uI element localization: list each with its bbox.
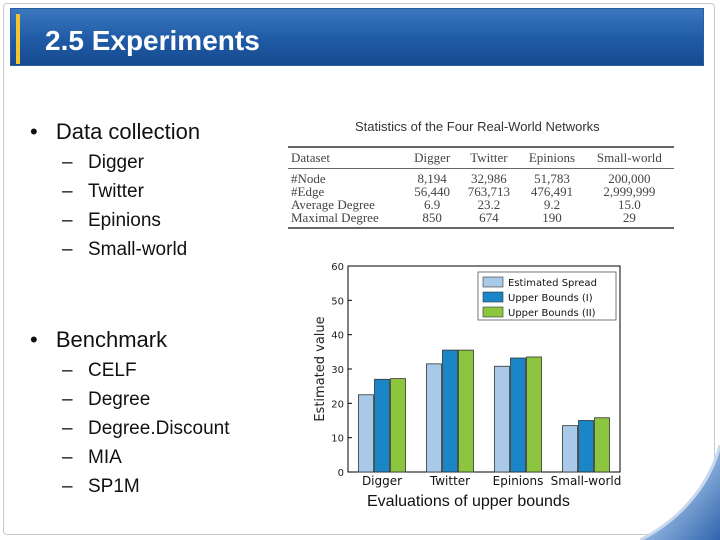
list-item: – CELF: [62, 360, 137, 381]
list-item: – Degree.Discount: [62, 418, 230, 439]
table-header: Epinions: [528, 150, 576, 165]
bullet-label: Data collection: [55, 119, 201, 144]
list-item: – Digger: [62, 152, 144, 173]
chart-caption: Evaluations of upper bounds: [367, 493, 570, 510]
bar: [458, 349, 474, 473]
bar: [390, 378, 406, 473]
bullet-label: Benchmark: [55, 327, 168, 352]
table-cell: 850: [422, 210, 442, 225]
table-cell: 9.2: [543, 197, 561, 212]
bar: [510, 357, 526, 473]
list-item: – Small-world: [62, 239, 188, 260]
table-cell: 29: [622, 210, 636, 225]
bar: [562, 425, 578, 473]
list-item: – MIA: [62, 447, 122, 468]
upper-bounds-chart: 0 10 20 30 40 50 60 Estimated value Digger Twitte…: [313, 262, 622, 488]
y-tick-label: 10: [331, 434, 344, 445]
table-title: Statistics of the Four Real-World Networ…: [355, 119, 600, 134]
list-item: – Twitter: [62, 181, 144, 202]
y-tick-label: 0: [338, 468, 344, 479]
bullet-glyph: •: [30, 327, 38, 352]
title-bar: [10, 8, 704, 66]
table-header: Small-world: [596, 150, 662, 165]
table-cell: 8,194: [417, 171, 447, 186]
table-row: Maximal Degree 850 674 190 29: [288, 211, 674, 228]
table-cell: #Node: [291, 171, 326, 186]
legend-swatch: [482, 276, 504, 288]
y-tick-label: 40: [331, 331, 344, 342]
y-tick-label: 30: [331, 365, 344, 376]
legend-swatch: [482, 291, 504, 303]
table-row: #Edge 56,440 763,713 476,491 2,999,999: [288, 185, 674, 198]
y-tick-label: 60: [331, 262, 344, 273]
table-cell: 190: [542, 210, 562, 225]
x-tick-label: Twitter: [429, 474, 470, 488]
bar: [526, 356, 542, 473]
bar: [494, 365, 510, 473]
y-tick-label: 20: [331, 399, 344, 410]
list-item: – Epinions: [62, 210, 161, 231]
y-axis-label: Estimated value: [313, 316, 328, 421]
legend-label: Estimated Spread: [508, 278, 597, 289]
table-header: Dataset: [291, 150, 330, 165]
list-item: – SP1M: [62, 476, 140, 497]
bar: [594, 417, 610, 473]
table-cell: 51,783: [534, 171, 570, 186]
table-cell: Maximal Degree: [291, 210, 379, 225]
table-cell: 56,440: [414, 184, 451, 199]
table-cell: 32,986: [471, 171, 507, 186]
slide-title: 2.5 Experiments: [45, 25, 260, 56]
x-tick-label: Small-world: [551, 474, 622, 488]
table-row: #Node 8,194 32,986 51,783 200,000: [288, 169, 674, 186]
bullet-glyph: •: [30, 119, 38, 144]
table-cell: 23.2: [477, 197, 501, 212]
table-row: Average Degree 6.9 23.2 9.2 15.0: [288, 198, 674, 211]
page-curl-decoration: [640, 445, 720, 540]
table-cell: 6.9: [424, 197, 441, 212]
statistics-table: Dataset Digger Twitter Epinions Small-wo…: [288, 146, 674, 229]
table-cell: 674: [479, 210, 499, 225]
legend-label: Upper Bounds (I): [508, 293, 593, 304]
table-cell: 200,000: [608, 171, 651, 186]
bar: [426, 363, 442, 473]
bar: [374, 378, 390, 473]
table-cell: 15.0: [618, 197, 641, 212]
bullet-data-collection: • Data collection: [30, 119, 200, 145]
bar: [442, 349, 458, 473]
bar: [578, 420, 594, 473]
table-header: Digger: [414, 150, 451, 165]
table-cell: 2,999,999: [603, 184, 656, 199]
list-item: – Degree: [62, 389, 151, 410]
table-cell: 476,491: [530, 184, 574, 199]
x-tick-label: Epinions: [493, 474, 544, 488]
title-accent-stripe: [16, 14, 20, 64]
table-header-row: Dataset Digger Twitter Epinions Small-wo…: [288, 147, 674, 169]
table-cell: #Edge: [291, 184, 325, 199]
bullet-benchmark: • Benchmark: [30, 327, 167, 353]
bar: [358, 394, 374, 473]
table-cell: Average Degree: [291, 197, 375, 212]
table-header: Twitter: [470, 150, 508, 165]
legend-label: Upper Bounds (II): [508, 308, 596, 319]
y-tick-label: 50: [331, 296, 344, 307]
x-tick-label: Digger: [362, 474, 402, 488]
legend-swatch: [482, 306, 504, 318]
table-cell: 763,713: [467, 184, 511, 199]
